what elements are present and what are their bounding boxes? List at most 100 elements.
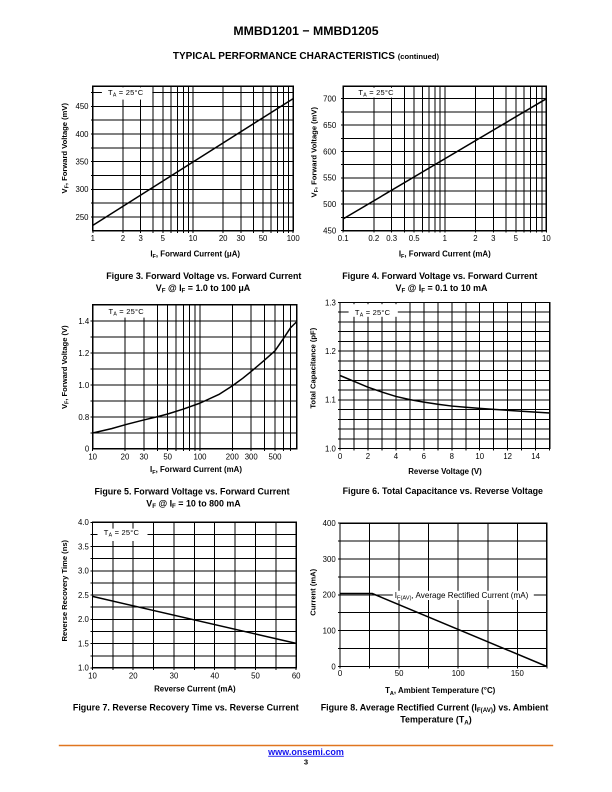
svg-text:2.0: 2.0	[78, 615, 90, 624]
svg-text:1.0: 1.0	[325, 444, 337, 453]
svg-text:0.3: 0.3	[386, 234, 397, 243]
svg-text:2: 2	[366, 452, 370, 461]
svg-text:0: 0	[331, 662, 336, 671]
svg-text:Figure 4. Forward Voltage vs.: Figure 4. Forward Voltage vs. Forward Cu…	[342, 271, 537, 281]
svg-text:100: 100	[452, 669, 466, 678]
svg-text:10: 10	[88, 672, 97, 681]
svg-text:TA​ = 25°C: TA​ = 25°C	[109, 307, 145, 318]
svg-text:TA​, Ambient Temperature (°C): TA​, Ambient Temperature (°C)	[385, 686, 496, 697]
svg-text:Temperature (TA​): Temperature (TA​)	[400, 715, 471, 727]
svg-text:250: 250	[75, 213, 89, 222]
svg-text:30: 30	[140, 452, 149, 461]
svg-text:450: 450	[323, 226, 337, 235]
svg-text:2.5: 2.5	[78, 591, 90, 600]
svg-text:www.onsemi.com: www.onsemi.com	[267, 747, 344, 757]
svg-text:Reverse Voltage (V): Reverse Voltage (V)	[408, 467, 482, 476]
svg-text:100: 100	[287, 234, 301, 243]
svg-text:IF​, Forward Current (mA): IF​, Forward Current (mA)	[150, 465, 242, 476]
svg-text:20: 20	[219, 234, 228, 243]
svg-text:5: 5	[514, 234, 519, 243]
svg-text:Reverse Recovery Time (ns): Reverse Recovery Time (ns)	[60, 539, 69, 641]
svg-text:10: 10	[475, 452, 484, 461]
svg-text:10: 10	[542, 234, 551, 243]
svg-text:14: 14	[531, 452, 540, 461]
svg-text:3: 3	[138, 234, 142, 243]
svg-text:2: 2	[473, 234, 477, 243]
svg-text:1: 1	[91, 234, 95, 243]
svg-text:450: 450	[75, 102, 89, 111]
svg-text:0.2: 0.2	[368, 234, 379, 243]
svg-text:200: 200	[226, 452, 240, 461]
svg-text:TA​ = 25°C: TA​ = 25°C	[104, 528, 140, 539]
svg-text:1.3: 1.3	[325, 298, 336, 307]
svg-text:1.5: 1.5	[78, 639, 90, 648]
svg-text:5: 5	[161, 234, 166, 243]
svg-text:30: 30	[236, 234, 245, 243]
svg-text:50: 50	[251, 672, 260, 681]
svg-text:VF​, Forward Voltage (mV): VF​, Forward Voltage (mV)	[60, 103, 71, 194]
svg-text:0.5: 0.5	[409, 234, 421, 243]
svg-text:50: 50	[259, 234, 268, 243]
svg-text:200: 200	[323, 591, 337, 600]
svg-text:IF​, Forward Current (μA): IF​, Forward Current (μA)	[150, 249, 240, 260]
svg-text:1.1: 1.1	[325, 396, 336, 405]
svg-text:0: 0	[85, 445, 90, 454]
svg-text:0: 0	[338, 452, 343, 461]
svg-text:TYPICAL PERFORMANCE CHARACTERI: TYPICAL PERFORMANCE CHARACTERISTICS (con…	[173, 51, 440, 62]
svg-text:IF(AV)​, Average Rectified Cur: IF(AV)​, Average Rectified Current (mA)	[395, 591, 529, 602]
svg-text:Figure 3. Forward Voltage vs.: Figure 3. Forward Voltage vs. Forward Cu…	[106, 271, 301, 281]
svg-text:60: 60	[292, 672, 301, 681]
svg-text:550: 550	[323, 174, 337, 183]
svg-text:1.2: 1.2	[325, 347, 336, 356]
svg-text:12: 12	[503, 452, 512, 461]
svg-text:300: 300	[323, 555, 337, 564]
svg-text:6: 6	[422, 452, 426, 461]
svg-text:2: 2	[121, 234, 125, 243]
svg-text:0: 0	[338, 669, 343, 678]
svg-text:400: 400	[323, 519, 337, 528]
svg-text:Figure 6. Total Capacitance vs: Figure 6. Total Capacitance vs. Reverse …	[343, 486, 543, 496]
svg-text:TA​ = 25°C: TA​ = 25°C	[108, 88, 144, 99]
svg-text:1.0: 1.0	[78, 664, 90, 673]
svg-text:30: 30	[170, 672, 179, 681]
svg-text:1.2: 1.2	[78, 349, 89, 358]
svg-text:3.5: 3.5	[78, 542, 90, 551]
svg-text:40: 40	[210, 672, 219, 681]
svg-text:VF​, Forward Voltage (V): VF​, Forward Voltage (V)	[60, 325, 71, 409]
svg-text:100: 100	[323, 626, 337, 635]
svg-text:20: 20	[129, 672, 138, 681]
svg-text:3: 3	[491, 234, 495, 243]
svg-text:1.0: 1.0	[78, 381, 90, 390]
svg-text:500: 500	[323, 200, 337, 209]
svg-text:VF​ @ IF​ = 0.1 to 10 mA: VF​ @ IF​ = 0.1 to 10 mA	[396, 283, 489, 295]
svg-text:0.1: 0.1	[338, 234, 349, 243]
svg-text:4.0: 4.0	[78, 518, 90, 527]
svg-text:400: 400	[75, 130, 89, 139]
svg-text:3.0: 3.0	[78, 567, 90, 576]
svg-text:TA​ = 25°C: TA​ = 25°C	[355, 308, 391, 319]
svg-text:500: 500	[268, 452, 282, 461]
svg-text:3: 3	[304, 758, 308, 767]
svg-text:150: 150	[511, 669, 525, 678]
svg-text:300: 300	[75, 185, 89, 194]
svg-text:50: 50	[395, 669, 404, 678]
svg-text:4: 4	[394, 452, 399, 461]
svg-text:10: 10	[189, 234, 198, 243]
svg-text:VF​, Forward Voltage (mV): VF​, Forward Voltage (mV)	[310, 107, 321, 198]
svg-text:600: 600	[323, 147, 337, 156]
svg-text:Figure 8. Average Rectified Cu: Figure 8. Average Rectified Current (IF(…	[321, 702, 549, 714]
svg-text:VF​ @ IF​ = 1.0 to 100 μA: VF​ @ IF​ = 1.0 to 100 μA	[156, 283, 251, 295]
svg-text:650: 650	[323, 121, 337, 130]
svg-text:300: 300	[245, 452, 259, 461]
svg-text:10: 10	[88, 452, 97, 461]
svg-text:700: 700	[323, 95, 337, 104]
svg-text:8: 8	[450, 452, 454, 461]
svg-text:50: 50	[163, 452, 172, 461]
svg-text:Figure 7. Reverse Recovery Tim: Figure 7. Reverse Recovery Time vs. Reve…	[73, 702, 299, 712]
svg-text:Current (mA): Current (mA)	[308, 568, 317, 615]
svg-text:TA​ = 25°C: TA​ = 25°C	[358, 88, 394, 99]
svg-text:Figure 5. Forward Voltage vs.: Figure 5. Forward Voltage vs. Forward Cu…	[94, 486, 289, 496]
svg-text:1.4: 1.4	[78, 317, 90, 326]
svg-text:20: 20	[121, 452, 130, 461]
svg-text:IF​, Forward Current (mA): IF​, Forward Current (mA)	[399, 249, 491, 260]
